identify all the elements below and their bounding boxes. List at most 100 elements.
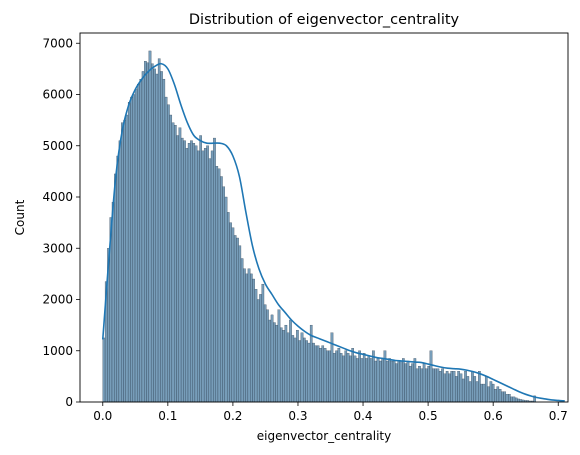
histogram-bar [263, 304, 267, 403]
histogram-bar [415, 368, 419, 403]
histogram-bar [144, 61, 147, 403]
histogram-bar [284, 324, 288, 403]
histogram-bar [388, 358, 391, 403]
histogram-bar [489, 381, 493, 403]
histogram-bar [480, 383, 483, 403]
x-tick-label: 0.6 [484, 409, 503, 423]
histogram-bar [201, 150, 205, 403]
histogram-bar [114, 173, 117, 403]
histogram-bar [231, 227, 235, 403]
histogram-bar [316, 345, 320, 403]
histogram-bar [180, 137, 184, 403]
histogram-bar [233, 235, 237, 403]
histogram-bar [461, 378, 465, 403]
histogram-bar [116, 155, 120, 403]
histogram-bar [326, 350, 329, 403]
histogram-bar [501, 391, 504, 403]
x-tick-label: 0.7 [549, 409, 568, 423]
histogram-bar [517, 398, 520, 403]
histogram-bar [351, 348, 354, 403]
histogram-bar [498, 389, 502, 403]
histogram-bar [487, 386, 490, 403]
histogram-bar [312, 342, 315, 403]
histogram-bar [464, 371, 467, 403]
histogram-bar [226, 212, 230, 403]
histogram-bar [406, 360, 410, 403]
histogram-bar [362, 353, 366, 403]
x-tick-label: 0.5 [419, 409, 438, 423]
histogram-bar [178, 127, 182, 403]
histogram-bar [503, 391, 507, 403]
histogram-bar [459, 373, 463, 403]
histogram-bar [494, 389, 497, 403]
histogram-bar [420, 368, 424, 403]
histogram-bar [328, 350, 331, 403]
histogram-bar [192, 143, 196, 403]
y-tick-label: 4000 [42, 190, 73, 204]
histogram-bar [293, 337, 297, 403]
x-tick-label: 0.3 [288, 409, 307, 423]
x-axis-label: eigenvector_centrality [257, 429, 391, 443]
histogram-bar [305, 340, 308, 403]
histogram-bar [252, 278, 255, 403]
histogram-bar [183, 140, 186, 403]
histogram-bar [422, 363, 426, 403]
histogram-bar [137, 84, 140, 403]
histogram-bar [203, 148, 207, 403]
histogram-bar [342, 355, 345, 403]
y-tick-label: 2000 [42, 293, 73, 307]
histogram-bar [508, 394, 511, 403]
histogram-bar [475, 381, 479, 403]
y-axis-label: Count [13, 199, 27, 235]
histogram-bar [220, 176, 223, 403]
histogram-bar [505, 394, 509, 403]
histogram-bar [512, 396, 516, 403]
histogram-bar [160, 71, 163, 403]
histogram-bar [335, 350, 338, 403]
histogram-bar [268, 319, 272, 403]
histogram-bar [291, 335, 295, 403]
histogram-bar [153, 68, 156, 403]
histogram-bar [344, 350, 348, 403]
histogram-bar [210, 150, 214, 403]
histogram-bar [496, 386, 500, 403]
histogram-bar [321, 345, 325, 403]
y-tick-label: 7000 [42, 36, 73, 50]
histogram-bar [213, 137, 216, 403]
histogram-bar [229, 222, 232, 403]
histogram-bar [134, 89, 138, 403]
y-tick-label: 1000 [42, 344, 73, 358]
histogram-bar [478, 371, 481, 403]
kde-curve [101, 62, 565, 402]
histogram-bar [176, 135, 179, 403]
histogram-bar [224, 196, 228, 403]
histogram-bar [215, 166, 219, 403]
histogram-bar [169, 114, 173, 403]
histogram-bar [411, 363, 414, 403]
histogram-bar [254, 289, 258, 403]
histogram-bar [438, 371, 442, 403]
histogram-bar [337, 348, 341, 403]
histogram-bar [282, 330, 285, 403]
histogram-bar [199, 135, 202, 403]
histogram-bar [275, 324, 278, 403]
histogram-bar [471, 371, 474, 403]
histogram-bar [296, 330, 299, 403]
histogram-bar [256, 299, 260, 403]
histogram-bars [102, 50, 536, 403]
histogram-bar [148, 50, 152, 403]
histogram-bar [418, 365, 421, 403]
histogram-bar [222, 186, 226, 403]
histogram-bar [484, 376, 488, 403]
histogram-bar [353, 355, 357, 403]
y-tick-label: 6000 [42, 88, 73, 102]
histogram-bar [355, 358, 359, 403]
histogram-bar [346, 353, 350, 403]
histogram-bar [360, 358, 364, 403]
histogram-bar [277, 309, 281, 403]
histogram-bar [408, 365, 412, 403]
histogram-bar [402, 358, 405, 403]
histogram-bar [514, 397, 518, 403]
